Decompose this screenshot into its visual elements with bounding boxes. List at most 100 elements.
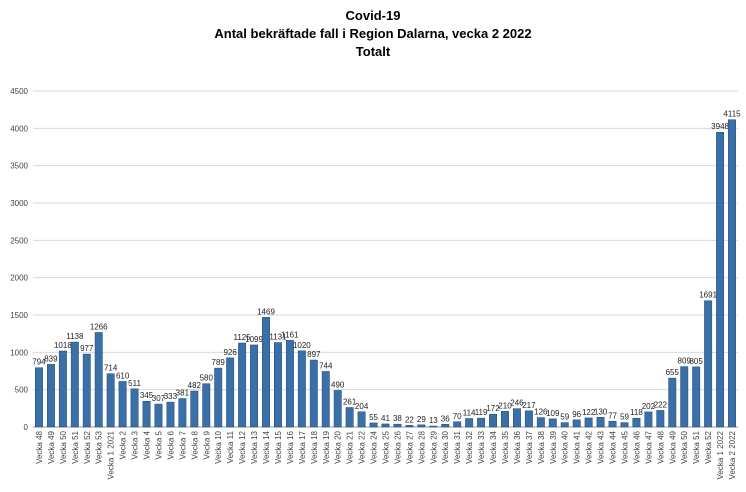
data-label: 22	[405, 415, 414, 424]
y-tick-label: 3000	[10, 199, 28, 208]
x-tick-label: Vecka 47	[644, 430, 653, 463]
x-tick-label: Vecka 9	[202, 430, 211, 459]
x-tick-label: Vecka 2	[119, 430, 128, 459]
x-tick-label: Vecka 49	[47, 430, 56, 463]
data-label: 204	[355, 402, 369, 411]
bar	[489, 413, 497, 428]
bar	[46, 364, 55, 428]
y-tick-label: 1000	[10, 348, 28, 357]
x-tick-label: Vecka 44	[609, 430, 618, 463]
x-tick-label: Vecka 43	[597, 430, 606, 463]
x-tick-label: Vecka 1 2022	[716, 430, 725, 479]
x-tick-label: Vecka 15	[274, 430, 283, 463]
x-tick-label: Vecka 41	[573, 430, 582, 463]
x-tick-label: Vecka 22	[358, 430, 367, 463]
x-tick-label: Vecka 18	[310, 430, 319, 463]
data-label: 789	[212, 358, 226, 367]
x-tick-label: Vecka 19	[322, 430, 331, 463]
bar	[560, 422, 569, 428]
data-label: 118	[630, 408, 643, 417]
bar	[453, 421, 462, 428]
x-tick-label: Vecka 35	[501, 430, 510, 463]
x-tick-label: Vecka 52	[83, 430, 92, 463]
data-label: 1691	[699, 291, 717, 300]
bar	[166, 401, 175, 428]
bar	[512, 408, 521, 428]
bar	[417, 424, 426, 428]
y-tick-label: 2500	[10, 236, 28, 245]
x-tick-label: Vecka 30	[441, 430, 450, 463]
bar	[250, 344, 259, 428]
x-tick-label: Vecka 11	[226, 430, 235, 463]
data-label: 1020	[293, 341, 311, 350]
data-label: 29	[417, 415, 426, 424]
x-tick-label: Vecka 50	[680, 430, 689, 463]
bar	[393, 423, 402, 428]
x-tick-label: Vecka 8	[190, 430, 199, 459]
bar	[465, 418, 474, 428]
bar	[524, 410, 533, 428]
bar	[238, 342, 247, 428]
chart-title: Covid-19	[345, 8, 401, 23]
data-label: 1161	[281, 330, 299, 339]
data-label: 59	[560, 413, 569, 422]
data-label: 482	[188, 381, 202, 390]
bar	[668, 377, 677, 428]
bar	[381, 423, 390, 428]
bar	[704, 300, 713, 428]
y-tick-label: 4500	[10, 87, 28, 96]
bar	[58, 350, 67, 428]
data-label: 794	[32, 358, 46, 367]
x-tick-label: Vecka 40	[561, 430, 570, 463]
bar	[297, 350, 306, 428]
data-label: 381	[176, 389, 190, 398]
x-tick-label: Vecka 46	[632, 430, 641, 463]
bar	[728, 119, 736, 428]
data-label: 202	[642, 402, 656, 411]
bar	[35, 367, 43, 428]
bar	[345, 407, 354, 428]
data-label: 114	[463, 408, 476, 417]
chart-subtitle: Antal bekräftade fall i Region Dalarna, …	[214, 26, 532, 41]
bar	[142, 400, 151, 428]
x-tick-label: Vecka 12	[238, 430, 247, 463]
bar	[285, 340, 294, 428]
data-label: 926	[223, 348, 237, 357]
data-label: 217	[522, 401, 536, 410]
data-label: 222	[654, 400, 668, 409]
data-label: 96	[572, 410, 581, 419]
x-tick-label: Vecka 33	[477, 430, 486, 463]
y-tick-label: 0	[24, 423, 29, 432]
data-label: 1018	[54, 341, 72, 350]
bar	[130, 388, 139, 428]
y-tick-label: 4000	[10, 124, 28, 133]
x-tick-label: Vecka 50	[59, 430, 68, 463]
data-label: 261	[343, 398, 357, 407]
data-label: 1138	[66, 332, 84, 341]
x-tick-label: Vecka 26	[393, 430, 402, 463]
data-label: 109	[546, 409, 560, 418]
data-label: 130	[594, 407, 608, 416]
x-tick-label: Vecka 53	[95, 430, 104, 463]
bar	[226, 357, 235, 428]
bar	[202, 383, 211, 428]
data-label: 490	[331, 380, 345, 389]
data-label: 809	[678, 357, 692, 366]
data-label: 610	[116, 371, 130, 380]
bar	[644, 411, 653, 428]
x-tick-label: Vecka 28	[417, 430, 426, 463]
bar	[178, 398, 187, 428]
data-label: 744	[319, 361, 333, 370]
x-tick-label: Vecka 42	[585, 430, 594, 463]
bar	[656, 410, 665, 428]
bar	[584, 417, 593, 428]
data-label: 55	[369, 413, 378, 422]
bar	[632, 417, 641, 428]
data-label: 172	[486, 404, 500, 413]
bar	[608, 421, 617, 428]
data-label: 333	[164, 392, 178, 401]
x-tick-label: Vecka 4	[143, 430, 152, 459]
x-tick-label: Vecka 48	[656, 430, 665, 463]
data-label: 897	[307, 350, 321, 359]
